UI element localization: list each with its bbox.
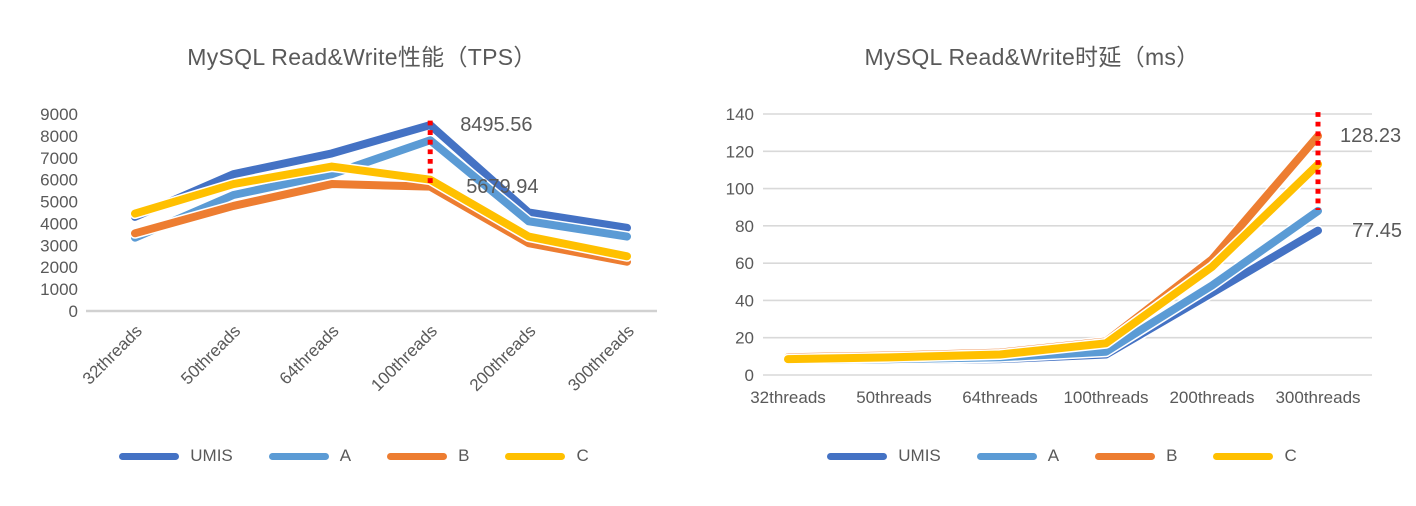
tps-annotation-b-100threads: 5679.94 <box>466 175 539 198</box>
legend-label-c: C <box>576 446 589 465</box>
legend-label-a: A <box>1047 446 1060 465</box>
tps-legend: UMIS A B C <box>0 446 708 466</box>
legend-swatch-c <box>1213 452 1274 460</box>
latency-legend: UMIS A B C <box>708 446 1416 466</box>
x-tick-label: 64threads <box>962 388 1038 407</box>
legend-label-b: B <box>458 446 470 465</box>
latency-annotation-umis-300threads: 77.45 <box>1352 219 1403 242</box>
y-tick-label: 120 <box>726 142 754 161</box>
x-tick-label: 100threads <box>367 321 441 395</box>
y-tick-label: 6000 <box>40 171 78 190</box>
legend-item-c: C <box>1213 446 1297 466</box>
series-stroke <box>131 162 631 261</box>
legend-swatch-c <box>505 452 566 460</box>
y-tick-label: 80 <box>735 217 754 236</box>
legend-item-umis: UMIS <box>827 446 941 466</box>
y-tick-label: 4000 <box>40 214 78 233</box>
legend-item-c: C <box>505 446 589 466</box>
x-tick-label: 200threads <box>466 321 540 395</box>
legend-item-b: B <box>1095 446 1177 466</box>
latency-chart-title: MySQL Read&Write时延（ms） <box>864 44 1200 70</box>
legend-item-umis: UMIS <box>119 446 233 466</box>
latency-chart: MySQL Read&Write时延（ms） 140 120 100 80 60 40 20… <box>708 0 1416 506</box>
y-tick-label: 20 <box>735 329 754 348</box>
series-umis-line <box>129 119 633 234</box>
y-tick-label: 7000 <box>40 149 78 168</box>
series-stroke <box>131 180 631 266</box>
latency-annotation-b-300threads: 128.23 <box>1340 124 1402 147</box>
y-tick-label: 1000 <box>40 280 78 299</box>
series-umis-line <box>782 225 1324 367</box>
x-tick-label: 50threads <box>856 388 932 407</box>
axes: 140 120 100 80 60 40 20 0 <box>726 105 1372 385</box>
legend-label-umis: UMIS <box>898 446 941 465</box>
legend-swatch-b <box>1095 452 1156 460</box>
series-a-line <box>129 134 633 244</box>
series-b-line <box>129 178 633 268</box>
legend-swatch-a <box>976 452 1037 460</box>
tps-chart-title: MySQL Read&Write性能（TPS） <box>187 44 537 70</box>
tps-plot-area: 9000 8000 7000 6000 5000 4000 3000 2000 1000 032t… <box>40 105 657 395</box>
x-tick-label: 32threads <box>750 388 826 407</box>
tps-chart: MySQL Read&Write性能（TPS） 9000 8000 7000 6000… <box>0 44 708 466</box>
latency-plot-area: 140 120 100 80 60 40 20 0 32threads 50threads 64th… <box>726 105 1372 407</box>
legend-swatch-b <box>387 452 448 460</box>
x-tick-label: 300threads <box>564 321 638 395</box>
x-tick-label: 200threads <box>1169 388 1254 407</box>
legend-item-a: A <box>976 446 1060 466</box>
y-tick-label: 3000 <box>40 236 78 255</box>
legend-label-c: C <box>1284 446 1297 465</box>
y-tick-label: 0 <box>69 302 78 321</box>
y-tick-label: 60 <box>735 254 754 273</box>
legend-item-a: A <box>268 446 352 466</box>
series-stroke <box>131 136 631 242</box>
x-tick-label: 100threads <box>1063 388 1148 407</box>
legend-swatch-umis <box>827 452 888 460</box>
legend-item-b: B <box>387 446 469 466</box>
x-tick-label: 64threads <box>276 321 343 388</box>
y-tick-label: 40 <box>735 291 754 310</box>
axes: 9000 8000 7000 6000 5000 4000 3000 2000 1000 0 <box>40 105 657 321</box>
series-c-line <box>129 161 633 262</box>
x-tick-label: 300threads <box>1275 388 1360 407</box>
x-axis-labels: 32threads 50threads 64threads 100threads 200… <box>750 388 1360 407</box>
series-c-line <box>782 158 1324 365</box>
series-stroke <box>784 160 1322 364</box>
y-tick-label: 140 <box>726 105 754 124</box>
legend-label-a: A <box>339 446 352 465</box>
tps-annotation-umis-peak: 8495.56 <box>460 114 533 137</box>
y-tick-label: 9000 <box>40 105 78 124</box>
y-tick-label: 8000 <box>40 127 78 146</box>
legend-swatch-a <box>268 452 329 460</box>
y-tick-label: 5000 <box>40 193 78 212</box>
legend-swatch-umis <box>119 452 180 460</box>
series-halo <box>782 225 1324 367</box>
x-tick-label: 32threads <box>79 321 146 388</box>
legend-label-b: B <box>1166 446 1178 465</box>
legend-label-umis: UMIS <box>190 446 233 465</box>
x-axis-labels: 32threads 50threads 64threads 100threads 200… <box>79 321 638 395</box>
y-tick-label: 2000 <box>40 258 78 277</box>
x-tick-label: 50threads <box>177 321 244 388</box>
series-stroke <box>784 226 1322 366</box>
y-tick-label: 100 <box>726 180 754 199</box>
series-stroke <box>131 121 631 232</box>
y-tick-label: 0 <box>745 366 754 385</box>
